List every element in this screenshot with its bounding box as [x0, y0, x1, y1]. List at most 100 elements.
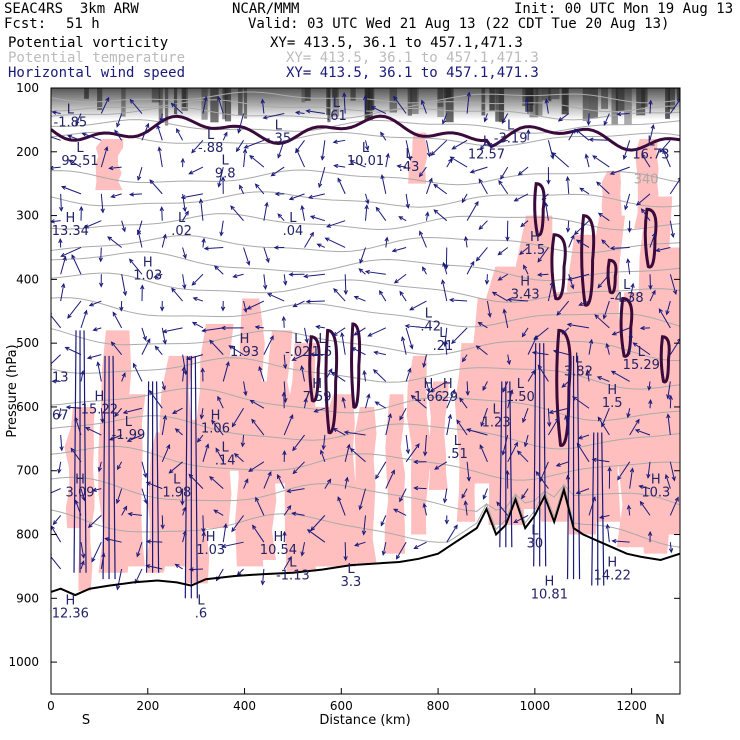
y-tick-label: 1000	[8, 655, 39, 669]
wind-vector-head	[225, 361, 230, 367]
wind-vector	[419, 166, 427, 177]
wind-vector	[486, 274, 488, 284]
extrema-low-marker: L	[575, 351, 583, 366]
wind-vector-head	[162, 233, 167, 239]
wind-vector-head	[228, 345, 234, 350]
wind-vector-head	[104, 145, 109, 152]
wind-vector-head	[597, 212, 603, 217]
wind-vector-head	[217, 182, 222, 188]
wind-vector-head	[502, 387, 507, 393]
wind-vector-head	[67, 313, 72, 319]
wind-vector-head	[422, 362, 427, 368]
extrema-value: -1.13	[276, 568, 310, 583]
wind-vector	[579, 187, 590, 195]
wind-vector	[446, 389, 456, 409]
wind-vector	[121, 220, 126, 232]
wind-vector	[65, 347, 82, 356]
wind-vector	[405, 443, 420, 463]
wind-vector	[629, 468, 633, 489]
wind-vector-head	[162, 339, 167, 345]
wind-vector	[283, 414, 294, 436]
edge-label: 13	[52, 370, 69, 385]
wind-vector	[442, 262, 448, 275]
wind-vector-head	[174, 563, 180, 569]
field-theta-xy: XY= 413.5, 36.1 to 457.1,471.3	[286, 50, 539, 66]
wind-vector-head	[441, 279, 446, 285]
wind-vector-head	[142, 336, 147, 342]
stratosphere-streak	[301, 88, 306, 103]
wind-vector	[507, 354, 510, 365]
wind-vector	[243, 247, 250, 265]
wind-vector	[498, 273, 509, 281]
pv-contour	[533, 182, 546, 237]
wind-vector-head	[220, 176, 226, 182]
wind-vector	[354, 296, 366, 302]
extrema-value: 1.5	[312, 345, 333, 360]
wind-vector	[181, 193, 204, 199]
wind-vector	[405, 434, 409, 454]
wind-vector-head	[57, 468, 62, 474]
wind-vector	[146, 540, 163, 543]
wind-vector	[538, 273, 549, 276]
wind-vector	[466, 261, 475, 275]
wind-vector	[344, 431, 366, 436]
wind-vector-head	[430, 151, 436, 156]
wind-vector-head	[258, 365, 263, 371]
stratosphere-streak	[121, 88, 126, 117]
wind-vector	[375, 401, 387, 409]
wind-vector	[156, 125, 163, 141]
wind-vector-head	[597, 283, 603, 289]
wind-vector	[231, 515, 244, 532]
x-tick-label: 400	[233, 699, 256, 713]
wind-vector	[105, 538, 122, 543]
wind-vector-head	[573, 230, 579, 236]
y-tick-label: 900	[16, 591, 39, 605]
wind-vector	[230, 205, 244, 222]
wind-vector-head	[372, 369, 378, 374]
field-theta-name: Potential temperature	[8, 50, 186, 66]
wind-vector-head	[537, 257, 542, 263]
wind-vector	[344, 274, 347, 295]
wind-vector-head	[456, 419, 461, 425]
extrema-low-marker: L	[67, 103, 75, 118]
wind-vector-head	[601, 239, 606, 245]
wind-vector-head	[404, 323, 410, 329]
wind-vector	[462, 354, 468, 362]
wind-vector	[579, 300, 590, 306]
wind-vector-head	[400, 336, 406, 342]
wind-vector	[200, 408, 204, 419]
extrema-value: 16.73	[632, 147, 669, 162]
extrema-low-marker: L	[178, 211, 186, 226]
wind-vector	[171, 288, 183, 302]
wind-vector	[114, 130, 123, 141]
wind-vector-head	[676, 98, 680, 103]
wind-vector	[244, 139, 265, 149]
wind-vector-head	[647, 530, 653, 536]
wind-vector-head	[251, 418, 256, 424]
wind-vector-head	[67, 134, 73, 139]
theta-contour	[51, 191, 680, 208]
extrema-low-marker: L	[483, 134, 491, 149]
wind-vector-head	[174, 428, 180, 433]
wind-vector	[385, 470, 395, 489]
wind-vector	[100, 408, 104, 423]
wind-vector-head	[62, 255, 67, 261]
wind-vector-head	[451, 388, 456, 394]
stratosphere-streak	[304, 88, 311, 101]
wind-vector-head	[651, 289, 656, 295]
wind-vector	[146, 564, 163, 570]
wind-vector	[61, 247, 82, 257]
wind-vector	[215, 448, 224, 463]
pv-shade-area	[601, 170, 622, 242]
stratosphere-streak	[601, 88, 608, 109]
wind-vector-head	[126, 437, 132, 442]
wind-vector-head	[354, 542, 360, 547]
wind-vector	[192, 321, 204, 329]
wind-vector-head	[246, 260, 251, 266]
pv-contour	[643, 207, 658, 269]
wind-vector-head	[98, 257, 104, 263]
wind-vector-head	[358, 268, 364, 273]
wind-vector	[117, 461, 123, 470]
wind-vector-head	[344, 476, 349, 482]
extrema-low-marker: L	[647, 134, 655, 149]
